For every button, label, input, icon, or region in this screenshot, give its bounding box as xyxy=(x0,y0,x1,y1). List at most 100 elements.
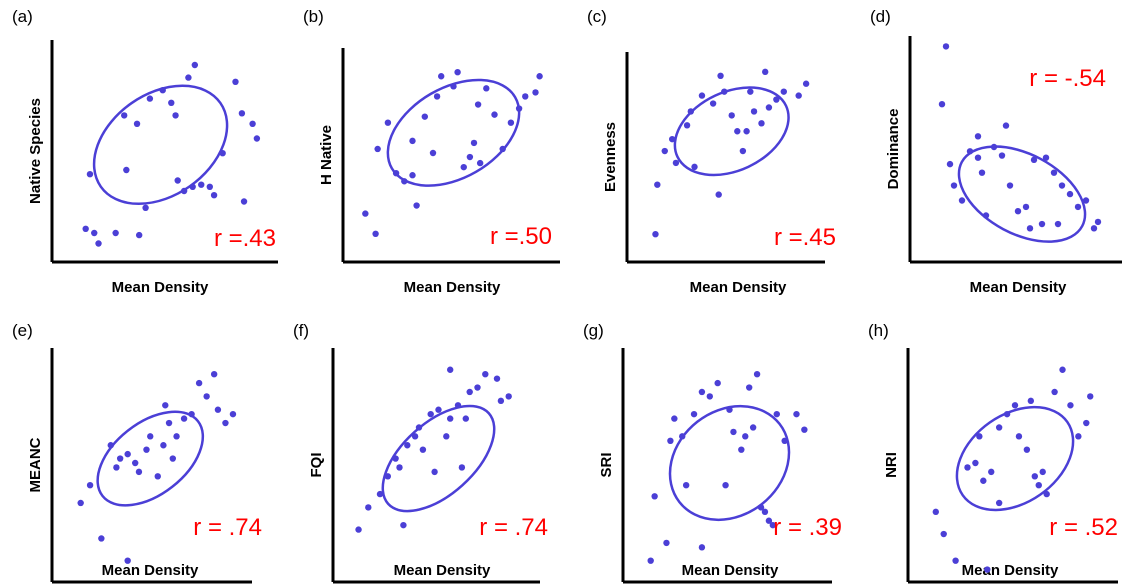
data-point xyxy=(661,147,668,155)
correlation-ellipse xyxy=(955,405,1075,512)
data-point xyxy=(728,112,735,119)
panel-label: (d) xyxy=(870,7,891,26)
data-point xyxy=(98,535,105,542)
data-point xyxy=(189,183,196,190)
data-point xyxy=(180,415,188,422)
panel-label: (e) xyxy=(12,321,33,340)
y-axis-label: H Native xyxy=(318,125,335,185)
data-point xyxy=(1023,446,1031,453)
data-point xyxy=(132,459,139,467)
data-point xyxy=(401,178,408,185)
data-point xyxy=(421,113,428,120)
data-point xyxy=(647,557,654,564)
panel-label: (b) xyxy=(303,7,324,26)
data-point xyxy=(1082,197,1090,204)
data-point xyxy=(188,410,195,418)
data-point xyxy=(988,468,995,476)
data-point xyxy=(932,508,939,516)
data-point xyxy=(717,72,724,80)
data-point xyxy=(206,183,213,190)
data-point xyxy=(392,455,399,462)
data-point xyxy=(522,93,529,100)
data-point xyxy=(795,92,802,99)
data-point xyxy=(761,508,769,516)
data-point xyxy=(671,415,678,422)
data-point xyxy=(980,477,987,484)
data-point xyxy=(974,154,982,161)
data-point xyxy=(133,120,141,128)
data-point xyxy=(738,446,745,453)
data-point xyxy=(1006,182,1014,189)
data-point xyxy=(1074,203,1082,211)
data-point xyxy=(173,433,180,440)
data-point xyxy=(116,455,124,462)
data-point xyxy=(427,410,434,418)
data-point xyxy=(765,517,773,524)
data-point xyxy=(95,240,102,247)
x-axis-label: Mean Density xyxy=(962,562,1059,579)
data-point xyxy=(466,388,473,396)
data-point xyxy=(143,446,150,453)
data-point xyxy=(1090,225,1098,232)
y-axis-label: SRI xyxy=(598,452,615,477)
data-point xyxy=(1050,169,1058,176)
data-point xyxy=(1003,410,1011,418)
data-point xyxy=(1075,433,1082,440)
data-point xyxy=(180,187,188,195)
scatter-panel-a: (a) Native Species Mean Density r =.43 xyxy=(12,7,278,296)
data-point xyxy=(966,148,974,155)
data-point xyxy=(374,145,381,153)
x-axis-label: Mean Density xyxy=(102,562,199,579)
data-point xyxy=(431,468,438,476)
x-axis-label: Mean Density xyxy=(404,279,501,296)
y-axis-label: Native Species xyxy=(27,98,44,204)
data-point xyxy=(743,128,750,135)
data-point xyxy=(91,229,98,237)
data-point xyxy=(238,110,246,117)
data-point xyxy=(229,410,237,418)
data-point xyxy=(191,61,199,69)
data-point xyxy=(198,181,205,188)
data-point xyxy=(990,143,998,151)
x-axis-label: Mean Density xyxy=(394,562,491,579)
data-point xyxy=(982,212,990,219)
data-point xyxy=(392,170,400,177)
panel-label: (h) xyxy=(868,321,889,340)
panel-label: (g) xyxy=(583,321,604,340)
scatter-panel-c: (c) Evenness Mean Density r =.45 xyxy=(587,7,836,296)
data-point xyxy=(706,393,713,400)
data-point xyxy=(1083,419,1090,427)
data-point xyxy=(747,88,754,95)
data-point xyxy=(984,566,991,573)
data-point xyxy=(491,111,498,118)
data-point xyxy=(454,402,462,409)
data-point xyxy=(780,88,787,95)
data-point xyxy=(507,119,515,126)
data-point xyxy=(124,557,131,564)
correlation-ellipse xyxy=(386,78,521,187)
data-point xyxy=(722,482,729,489)
data-point xyxy=(683,122,691,129)
data-point xyxy=(753,371,761,378)
panel-label: (c) xyxy=(587,7,607,26)
data-point xyxy=(1043,490,1050,498)
correlation-label: r =.43 xyxy=(214,225,276,252)
data-point xyxy=(682,482,690,489)
data-point xyxy=(958,197,966,204)
data-point xyxy=(1027,397,1035,405)
data-point xyxy=(124,450,131,458)
data-point xyxy=(107,442,114,449)
data-point xyxy=(515,105,523,112)
data-point xyxy=(404,442,411,449)
data-point xyxy=(1015,433,1023,440)
data-point xyxy=(86,482,94,489)
data-point xyxy=(121,112,128,119)
data-point xyxy=(219,150,226,157)
data-point xyxy=(1014,208,1022,215)
data-point xyxy=(698,92,706,99)
data-point xyxy=(112,229,119,237)
data-point xyxy=(493,375,501,382)
data-point xyxy=(447,366,454,373)
data-point xyxy=(1066,190,1074,198)
data-point xyxy=(950,182,958,189)
